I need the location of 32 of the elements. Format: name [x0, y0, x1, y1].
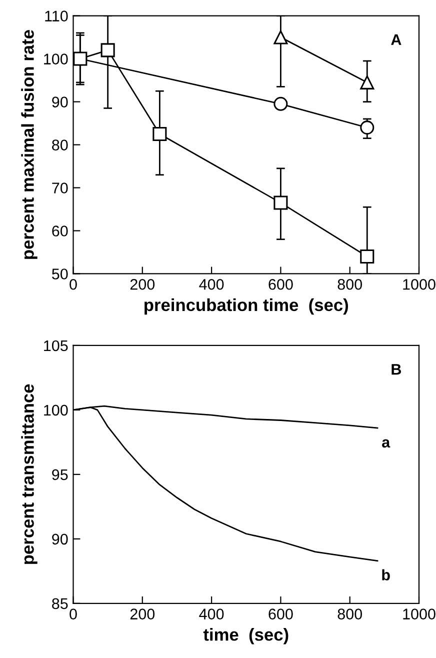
y-tick-label: 50	[52, 268, 68, 280]
annotation: B	[392, 364, 402, 375]
y-tick-label: 90	[52, 534, 68, 545]
series-label: b	[382, 569, 390, 580]
x-tick-label: 0	[70, 278, 77, 290]
y-tick-label: 70	[52, 182, 68, 194]
x-tick-label: 0	[70, 608, 77, 620]
y-tick-label: 80	[52, 140, 68, 150]
y-tick-label: 100	[44, 54, 68, 64]
annotation: A	[391, 34, 402, 45]
y-tick-label: 110	[45, 10, 68, 22]
y-axis-title: percent maximal fusion rate	[21, 30, 38, 259]
x-tick-label: 600	[268, 608, 293, 620]
x-tick-label: 800	[338, 278, 362, 290]
x-tick-label: 400	[199, 608, 224, 620]
x-axis-title: time (sec)	[203, 628, 288, 644]
x-tick-label: 200	[130, 608, 155, 620]
y-tick-label: 105	[44, 340, 68, 352]
y-tick-label: 100	[44, 404, 68, 416]
x-tick-label: 400	[199, 278, 224, 290]
x-tick-label: 200	[130, 278, 155, 290]
y-tick-label: 95	[52, 469, 68, 480]
x-tick-label: 1000	[403, 608, 436, 620]
y-tick-label: 90	[52, 96, 68, 108]
x-axis-title: preincubation time (sec)	[144, 298, 348, 315]
y-tick-label: 85	[52, 598, 68, 610]
y-axis-title: percent transmittance	[21, 384, 38, 564]
y-tick-label: 60	[52, 226, 68, 236]
x-tick-label: 1000	[403, 278, 436, 290]
series-label: a	[382, 439, 390, 448]
x-tick-label: 800	[338, 608, 362, 620]
x-tick-label: 600	[268, 278, 293, 290]
